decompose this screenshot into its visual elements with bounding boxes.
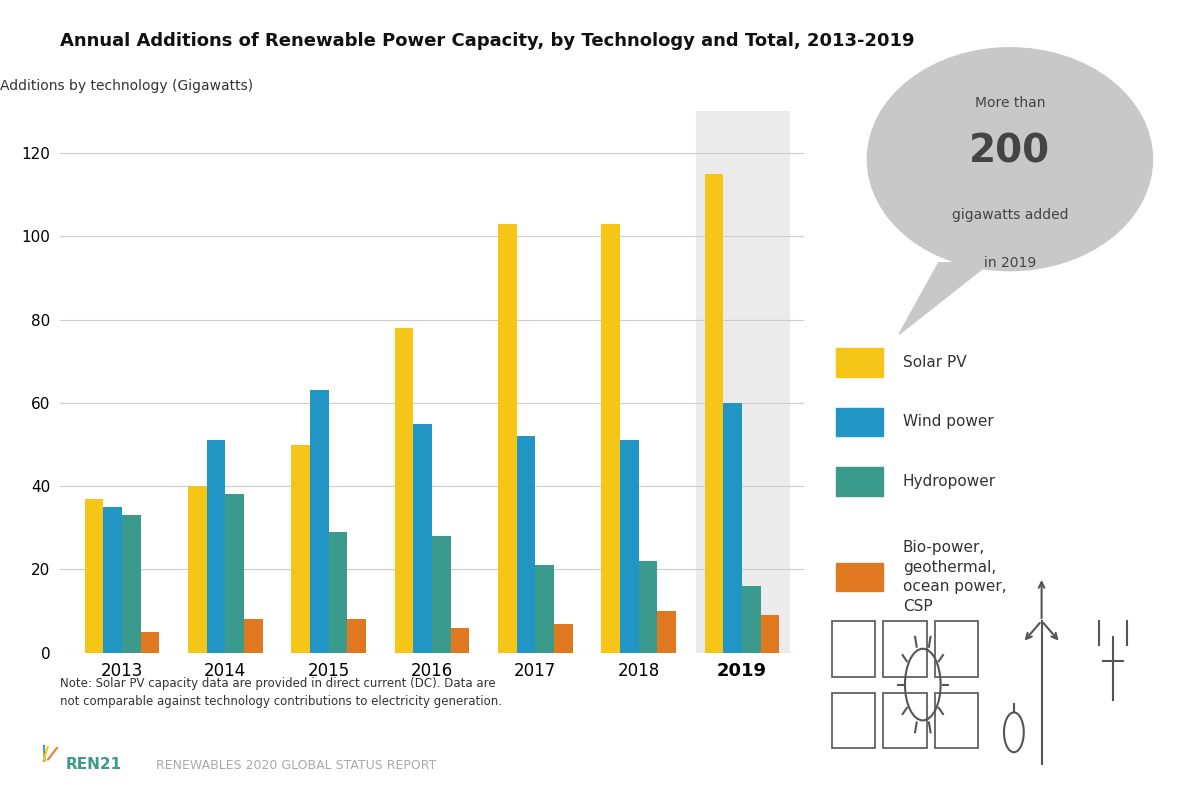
- Bar: [347, 619, 366, 653]
- Bar: [724, 403, 742, 653]
- Text: Hydropower: Hydropower: [904, 474, 996, 489]
- Text: Bio-power,
geothermal,
ocean power,
CSP: Bio-power, geothermal, ocean power, CSP: [904, 540, 1007, 615]
- Bar: [103, 507, 122, 653]
- FancyBboxPatch shape: [835, 348, 883, 377]
- Text: Wind power: Wind power: [904, 415, 994, 429]
- FancyBboxPatch shape: [835, 467, 883, 496]
- Bar: [244, 619, 263, 653]
- FancyBboxPatch shape: [835, 563, 883, 591]
- Bar: [742, 586, 761, 653]
- Bar: [329, 532, 347, 653]
- Bar: [498, 224, 517, 653]
- Bar: [451, 628, 469, 653]
- Bar: [601, 224, 620, 653]
- Bar: [206, 440, 226, 653]
- Text: Additions by technology (Gigawatts): Additions by technology (Gigawatts): [0, 79, 253, 93]
- Text: RENEWABLES 2020 GLOBAL STATUS REPORT: RENEWABLES 2020 GLOBAL STATUS REPORT: [144, 759, 437, 772]
- Bar: [696, 111, 788, 653]
- Bar: [395, 328, 413, 653]
- Bar: [535, 565, 554, 653]
- Bar: [226, 494, 244, 653]
- Bar: [413, 423, 432, 653]
- Bar: [638, 561, 658, 653]
- Bar: [188, 486, 206, 653]
- Bar: [554, 623, 572, 653]
- Text: gigawatts added: gigawatts added: [952, 208, 1068, 222]
- Text: REN21: REN21: [66, 757, 122, 772]
- Text: Annual Additions of Renewable Power Capacity, by Technology and Total, 2013-2019: Annual Additions of Renewable Power Capa…: [60, 32, 914, 50]
- Bar: [122, 515, 140, 653]
- Text: /: /: [46, 744, 59, 764]
- Bar: [310, 390, 329, 653]
- Polygon shape: [899, 263, 990, 334]
- Text: Solar PV: Solar PV: [904, 355, 967, 369]
- Bar: [761, 615, 779, 653]
- Text: Note: Solar PV capacity data are provided in direct current (DC). Data are
not c: Note: Solar PV capacity data are provide…: [60, 677, 502, 708]
- Ellipse shape: [868, 48, 1152, 271]
- Bar: [620, 440, 638, 653]
- Text: in 2019: in 2019: [984, 256, 1036, 270]
- Text: More than: More than: [974, 96, 1045, 111]
- Text: /: /: [42, 745, 49, 764]
- Bar: [140, 632, 160, 653]
- Text: /: /: [38, 744, 52, 764]
- Bar: [292, 444, 310, 653]
- Bar: [658, 611, 676, 653]
- Bar: [432, 537, 451, 653]
- Bar: [85, 498, 103, 653]
- FancyBboxPatch shape: [835, 408, 883, 436]
- Bar: [704, 174, 724, 653]
- Text: 200: 200: [970, 132, 1050, 170]
- Bar: [517, 436, 535, 653]
